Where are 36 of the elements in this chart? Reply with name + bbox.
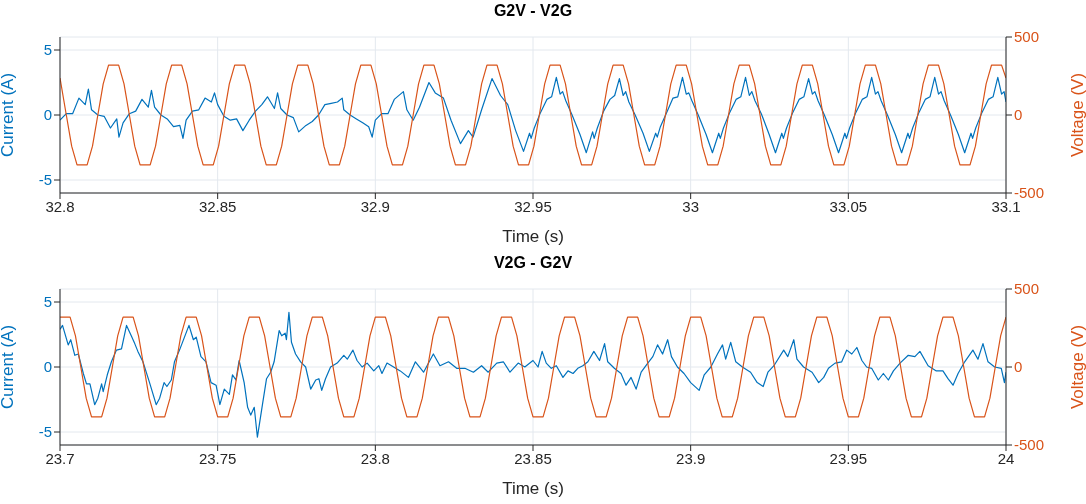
x-tick-label: 23.8 [360,449,390,467]
x-tick-label: 23.7 [45,449,75,467]
line-series [60,311,1006,438]
x-tick-label: 32.9 [360,197,390,215]
x-tick-label: 33.05 [829,197,868,215]
x-tick-label: 33 [682,197,700,215]
y-tick-label: 5 [43,293,52,311]
x-tick-label: 32.95 [514,197,552,215]
y2-axis-title: Voltage (V) [1068,324,1086,410]
y2-tick-label: 500 [1014,28,1040,46]
x-tick-label: 23.95 [829,449,868,467]
line-series [60,76,1006,154]
y2-axis-title: Voltage (V) [1068,72,1086,158]
chart-title: G2V - V2G [492,2,574,20]
line-series [60,316,1006,418]
x-tick-label: 32.85 [198,197,237,215]
y-tick-label: 0 [43,106,52,124]
y2-tick-label: 0 [1014,358,1023,376]
y-tick-label: 0 [43,358,52,376]
y-axis-title: Current (A) [0,72,18,158]
y2-tick-label: 0 [1014,106,1023,124]
y-tick-label: -5 [38,171,52,189]
y-axis-title: Current (A) [0,324,18,410]
y-tick-label: -5 [38,423,52,441]
x-tick-label: 23.9 [676,449,706,467]
x-tick-label: 32.8 [45,197,75,215]
x-axis-title: Time (s) [502,479,564,498]
x-tick-label: 23.85 [514,449,552,467]
line-series [60,64,1006,166]
y2-tick-label: 500 [1014,280,1040,298]
chart-title: V2G - G2V [492,254,574,272]
y2-tick-label: -500 [1014,436,1045,454]
y-tick-label: 5 [43,41,52,59]
x-tick-label: 24 [997,449,1015,467]
x-axis-title: Time (s) [502,227,564,246]
x-tick-label: 23.75 [198,449,237,467]
